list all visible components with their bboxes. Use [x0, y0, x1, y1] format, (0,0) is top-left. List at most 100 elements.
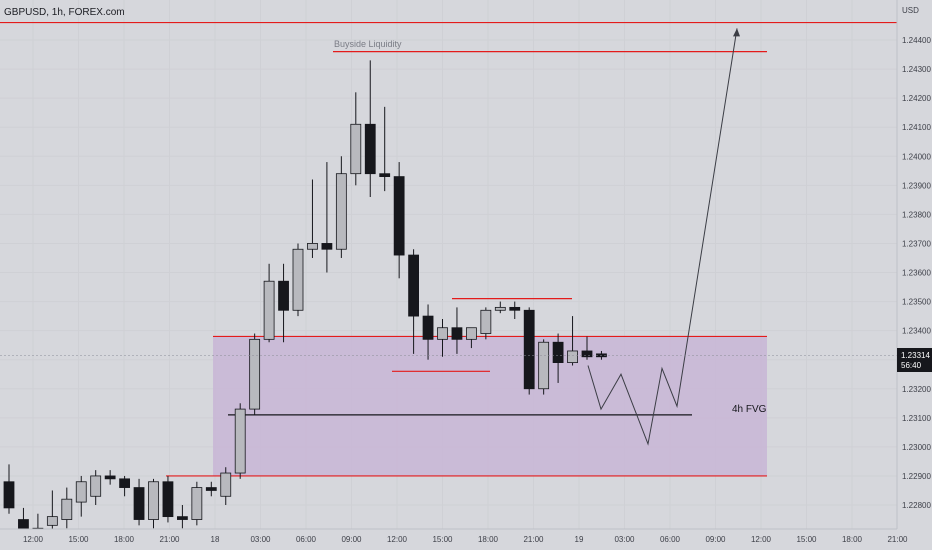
candle[interactable]	[335, 156, 347, 258]
price-tick-label: 1.24200	[902, 94, 931, 103]
candle-body-bear	[205, 487, 217, 491]
candle[interactable]	[567, 316, 578, 366]
buyside-liquidity-label: Buyside Liquidity	[334, 39, 402, 49]
time-tick-label: 18	[211, 535, 220, 544]
time-tick-label: 18:00	[478, 535, 499, 544]
candle[interactable]	[465, 327, 477, 349]
candle[interactable]	[523, 307, 535, 395]
candle[interactable]	[393, 162, 405, 279]
candle[interactable]	[104, 470, 116, 485]
candle-body-bear	[408, 254, 420, 317]
time-tick-label: 15:00	[68, 535, 89, 544]
candle-body-bull	[148, 481, 159, 520]
candle-countdown: 56:40	[901, 361, 922, 370]
price-tick-label: 1.23500	[902, 298, 931, 307]
candle[interactable]	[176, 505, 188, 529]
candles[interactable]	[3, 60, 607, 540]
price-tick-label: 1.24300	[902, 65, 931, 74]
candle-body-bear	[104, 475, 116, 480]
time-axis[interactable]	[0, 529, 897, 550]
candle[interactable]	[263, 263, 275, 343]
time-tick-label: 19	[575, 535, 584, 544]
price-tick-label: 1.24100	[902, 123, 931, 132]
time-tick-label: 03:00	[250, 535, 271, 544]
candle[interactable]	[480, 307, 492, 340]
candle[interactable]	[408, 249, 420, 354]
candle[interactable]	[234, 403, 246, 479]
candle-body-bull	[46, 516, 58, 526]
candle-body-bull	[307, 243, 318, 250]
candle[interactable]	[364, 60, 376, 197]
candle[interactable]	[350, 92, 362, 186]
candle[interactable]	[162, 475, 174, 523]
candle-body-bull	[465, 327, 477, 340]
candle-body-bull	[90, 475, 102, 497]
candle[interactable]	[191, 481, 203, 526]
candle[interactable]	[75, 475, 87, 517]
candle-body-bear	[523, 309, 535, 390]
candle[interactable]	[61, 487, 73, 529]
projection-path	[587, 28, 738, 446]
price-axis-ticks: 1.24400 1.24300 1.24200 1.24100 1.24000 1.239…	[902, 36, 931, 510]
candle[interactable]	[552, 333, 564, 383]
time-tick-label: 06:00	[660, 535, 681, 544]
time-tick-label: 21:00	[523, 535, 544, 544]
candle[interactable]	[119, 475, 130, 497]
candle[interactable]	[307, 179, 318, 258]
candle-body-bear	[552, 341, 564, 363]
candle-body-bull	[234, 408, 246, 474]
candle[interactable]	[3, 464, 15, 514]
candle[interactable]	[90, 470, 102, 505]
candle-body-bear	[119, 478, 130, 488]
candle-body-bear	[321, 243, 333, 250]
candle[interactable]	[581, 336, 593, 360]
candle-body-bull	[249, 338, 261, 410]
price-tick-label: 1.23400	[902, 327, 931, 336]
candle[interactable]	[509, 301, 521, 319]
candle-body-bear	[364, 123, 376, 175]
candle[interactable]	[451, 307, 463, 354]
candle-body-bear	[18, 519, 29, 529]
candle-body-bull	[292, 248, 304, 311]
price-axis[interactable]	[897, 0, 932, 550]
candle-body-bull	[220, 472, 232, 497]
candle-body-bear	[393, 176, 405, 256]
candle[interactable]	[292, 243, 304, 317]
candle[interactable]	[46, 490, 58, 535]
time-tick-label: 21:00	[887, 535, 908, 544]
candle[interactable]	[538, 339, 550, 395]
time-tick-label: 12:00	[751, 535, 772, 544]
candle[interactable]	[278, 263, 289, 343]
candle[interactable]	[220, 467, 232, 505]
current-price-tag	[897, 348, 932, 372]
price-tick-label: 1.23000	[902, 443, 931, 452]
candle-body-bull	[263, 280, 275, 340]
candle[interactable]	[437, 319, 448, 357]
candle[interactable]	[494, 301, 506, 314]
candle-body-bear	[581, 350, 593, 358]
fvg-label: 4h FVG	[732, 404, 767, 415]
candle-body-bull	[567, 350, 578, 363]
time-tick-label: 18:00	[842, 535, 863, 544]
candle-body-bull	[191, 487, 203, 520]
price-tick-label: 1.24000	[902, 152, 931, 161]
time-tick-label: 09:00	[705, 535, 726, 544]
candle-body-bear	[133, 487, 145, 520]
candle[interactable]	[321, 162, 333, 273]
candle[interactable]	[133, 478, 145, 526]
candle-body-bear	[379, 173, 391, 177]
candle-body-bear	[176, 516, 188, 520]
candle[interactable]	[379, 106, 391, 192]
price-tick-label: 1.22800	[902, 501, 931, 510]
candle[interactable]	[249, 333, 261, 415]
price-tick-label: 1.22900	[902, 472, 931, 481]
candle-body-bear	[422, 315, 434, 340]
projection-arrowhead	[733, 28, 740, 37]
candle[interactable]	[422, 304, 434, 360]
candle[interactable]	[148, 478, 159, 529]
price-tick-label: 1.23900	[902, 181, 931, 190]
candle[interactable]	[205, 481, 217, 497]
price-tick-label: 1.23200	[902, 385, 931, 394]
time-tick-label: 09:00	[341, 535, 362, 544]
